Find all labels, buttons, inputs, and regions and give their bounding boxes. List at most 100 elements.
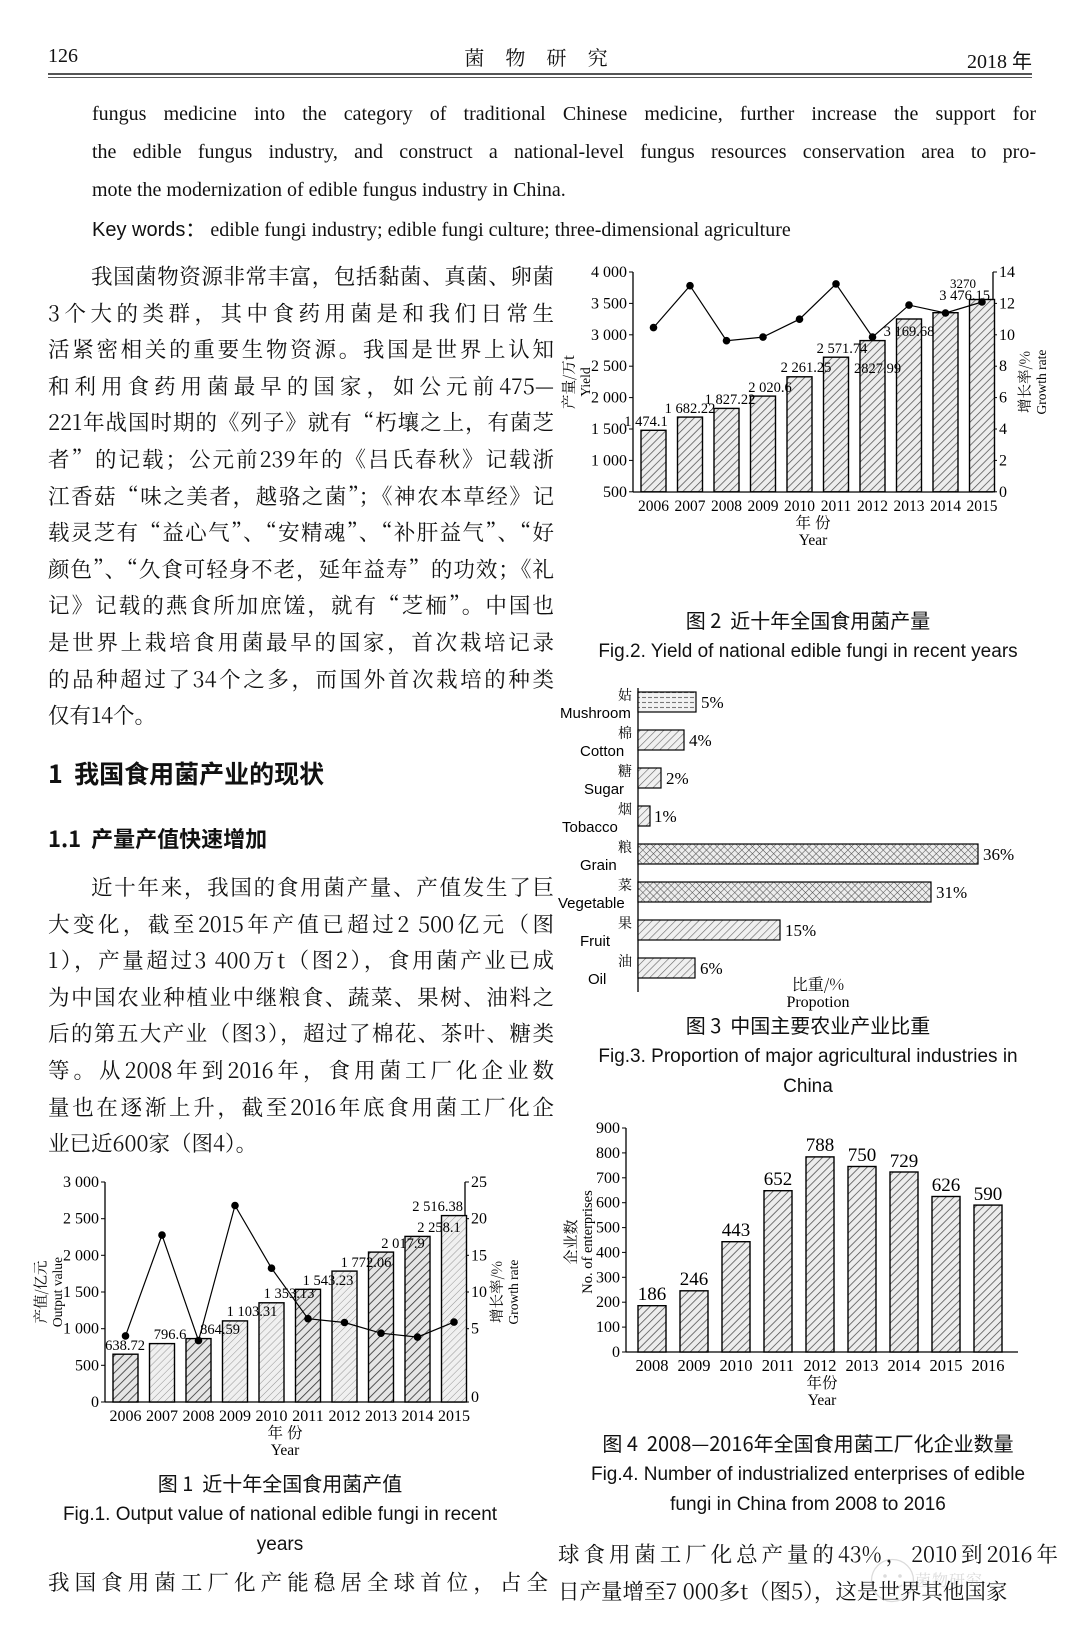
svg-text:2013: 2013 bbox=[894, 498, 925, 515]
svg-text:增长率/%: 增长率/% bbox=[486, 1261, 507, 1323]
svg-text:Growth rate: Growth rate bbox=[1034, 350, 1049, 415]
svg-text:1 103.31: 1 103.31 bbox=[227, 1304, 278, 1320]
svg-text:729: 729 bbox=[890, 1151, 919, 1172]
svg-text:Year: Year bbox=[271, 1442, 300, 1459]
svg-text:Mushroom: Mushroom bbox=[560, 705, 631, 722]
svg-text:2 000: 2 000 bbox=[63, 1247, 99, 1264]
svg-text:1 000: 1 000 bbox=[63, 1321, 99, 1338]
svg-text:2 020.6: 2 020.6 bbox=[748, 380, 792, 396]
svg-text:Year: Year bbox=[808, 1392, 837, 1409]
svg-text:5%: 5% bbox=[701, 693, 724, 712]
svg-text:5: 5 bbox=[471, 1321, 479, 1338]
svg-text:Fruit: Fruit bbox=[580, 933, 611, 950]
svg-text:1 500: 1 500 bbox=[63, 1284, 99, 1301]
svg-text:产值/亿元: 产值/亿元 bbox=[30, 1260, 51, 1324]
svg-text:10: 10 bbox=[999, 327, 1015, 344]
svg-text:2007: 2007 bbox=[675, 498, 706, 515]
svg-text:2 258.1: 2 258.1 bbox=[417, 1220, 461, 1236]
svg-text:Sugar: Sugar bbox=[584, 781, 624, 798]
svg-text:2015: 2015 bbox=[438, 1408, 470, 1425]
svg-text:900: 900 bbox=[596, 1120, 620, 1137]
svg-text:3 476.15: 3 476.15 bbox=[939, 288, 990, 304]
svg-text:750: 750 bbox=[848, 1145, 877, 1166]
svg-text:姑: 姑 bbox=[618, 685, 632, 705]
svg-text:15%: 15% bbox=[785, 921, 816, 940]
svg-text:4 000: 4 000 bbox=[591, 264, 627, 281]
svg-text:2015: 2015 bbox=[967, 498, 998, 515]
svg-text:0: 0 bbox=[471, 1389, 479, 1406]
svg-text:2 017.9: 2 017.9 bbox=[381, 1236, 425, 1252]
svg-text:2008: 2008 bbox=[636, 1356, 669, 1375]
svg-text:1 772.06: 1 772.06 bbox=[341, 1255, 392, 1271]
svg-text:2 500: 2 500 bbox=[63, 1211, 99, 1228]
svg-text:8: 8 bbox=[999, 358, 1007, 375]
svg-text:2009: 2009 bbox=[219, 1408, 251, 1425]
svg-text:2%: 2% bbox=[666, 769, 689, 788]
svg-text:0: 0 bbox=[612, 1344, 620, 1361]
svg-text:增长率/%: 增长率/% bbox=[1014, 351, 1035, 413]
svg-text:400: 400 bbox=[596, 1244, 620, 1261]
svg-text:Yield: Yield bbox=[578, 367, 593, 396]
svg-text:4%: 4% bbox=[689, 731, 712, 750]
svg-text:14: 14 bbox=[999, 264, 1015, 281]
svg-text:186: 186 bbox=[638, 1284, 667, 1305]
svg-text:0: 0 bbox=[999, 484, 1007, 501]
svg-text:2011: 2011 bbox=[762, 1356, 794, 1375]
svg-text:比重/%: 比重/% bbox=[792, 972, 845, 995]
svg-text:Growth rate: Growth rate bbox=[506, 1260, 521, 1325]
svg-text:36%: 36% bbox=[983, 845, 1014, 864]
svg-text:Tobacco: Tobacco bbox=[562, 819, 618, 836]
svg-text:Grain: Grain bbox=[580, 857, 617, 874]
svg-text:Vegetable: Vegetable bbox=[558, 895, 625, 912]
svg-text:600: 600 bbox=[596, 1195, 620, 1212]
svg-text:0: 0 bbox=[91, 1394, 99, 1411]
svg-text:800: 800 bbox=[596, 1145, 620, 1162]
svg-text:2016: 2016 bbox=[972, 1356, 1005, 1375]
svg-text:500: 500 bbox=[603, 484, 627, 501]
svg-text:2014: 2014 bbox=[888, 1356, 921, 1375]
svg-text:2009: 2009 bbox=[748, 498, 779, 515]
svg-text:烟: 烟 bbox=[618, 799, 632, 819]
svg-text:Output value: Output value bbox=[50, 1257, 65, 1327]
svg-text:700: 700 bbox=[596, 1170, 620, 1187]
svg-text:2006: 2006 bbox=[110, 1408, 142, 1425]
svg-text:Oil: Oil bbox=[588, 971, 606, 988]
svg-text:1 543.23: 1 543.23 bbox=[303, 1273, 354, 1289]
svg-text:2012: 2012 bbox=[857, 498, 888, 515]
svg-text:864.59: 864.59 bbox=[200, 1322, 240, 1338]
svg-text:2007: 2007 bbox=[146, 1408, 178, 1425]
svg-text:500: 500 bbox=[75, 1357, 99, 1374]
svg-text:3 169.68: 3 169.68 bbox=[884, 324, 935, 340]
svg-text:15: 15 bbox=[471, 1247, 487, 1264]
svg-text:2010: 2010 bbox=[720, 1356, 753, 1375]
svg-text:2 571.74: 2 571.74 bbox=[817, 341, 869, 357]
svg-text:4: 4 bbox=[999, 421, 1007, 438]
svg-text:产量/万t: 产量/万t bbox=[558, 354, 579, 409]
svg-text:果: 果 bbox=[618, 913, 632, 933]
svg-text:3 000: 3 000 bbox=[63, 1174, 99, 1191]
svg-text:3 500: 3 500 bbox=[591, 295, 627, 312]
svg-text:796.6: 796.6 bbox=[154, 1327, 187, 1343]
svg-text:年 份: 年 份 bbox=[796, 511, 831, 533]
svg-text:年份: 年份 bbox=[806, 1371, 838, 1393]
svg-text:590: 590 bbox=[974, 1184, 1003, 1205]
svg-text:246: 246 bbox=[680, 1269, 709, 1290]
svg-text:788: 788 bbox=[806, 1135, 835, 1156]
svg-text:626: 626 bbox=[932, 1175, 961, 1196]
svg-text:Cotton: Cotton bbox=[580, 743, 624, 760]
svg-text:粮: 粮 bbox=[618, 837, 632, 857]
svg-text:3 000: 3 000 bbox=[591, 327, 627, 344]
svg-text:2 516.38: 2 516.38 bbox=[412, 1199, 463, 1215]
svg-text:菜: 菜 bbox=[618, 875, 632, 895]
svg-text:2 261.25: 2 261.25 bbox=[781, 360, 832, 376]
svg-text:2014: 2014 bbox=[402, 1408, 434, 1425]
svg-text:Propotion: Propotion bbox=[786, 994, 849, 1011]
svg-text:糖: 糖 bbox=[618, 761, 632, 781]
svg-text:2012: 2012 bbox=[329, 1408, 361, 1425]
svg-text:6%: 6% bbox=[700, 959, 723, 978]
svg-text:1 500: 1 500 bbox=[591, 421, 627, 438]
svg-text:2013: 2013 bbox=[846, 1356, 879, 1375]
svg-text:25: 25 bbox=[471, 1174, 487, 1191]
svg-text:2008: 2008 bbox=[183, 1408, 215, 1425]
svg-text:1 474.1: 1 474.1 bbox=[624, 414, 668, 430]
